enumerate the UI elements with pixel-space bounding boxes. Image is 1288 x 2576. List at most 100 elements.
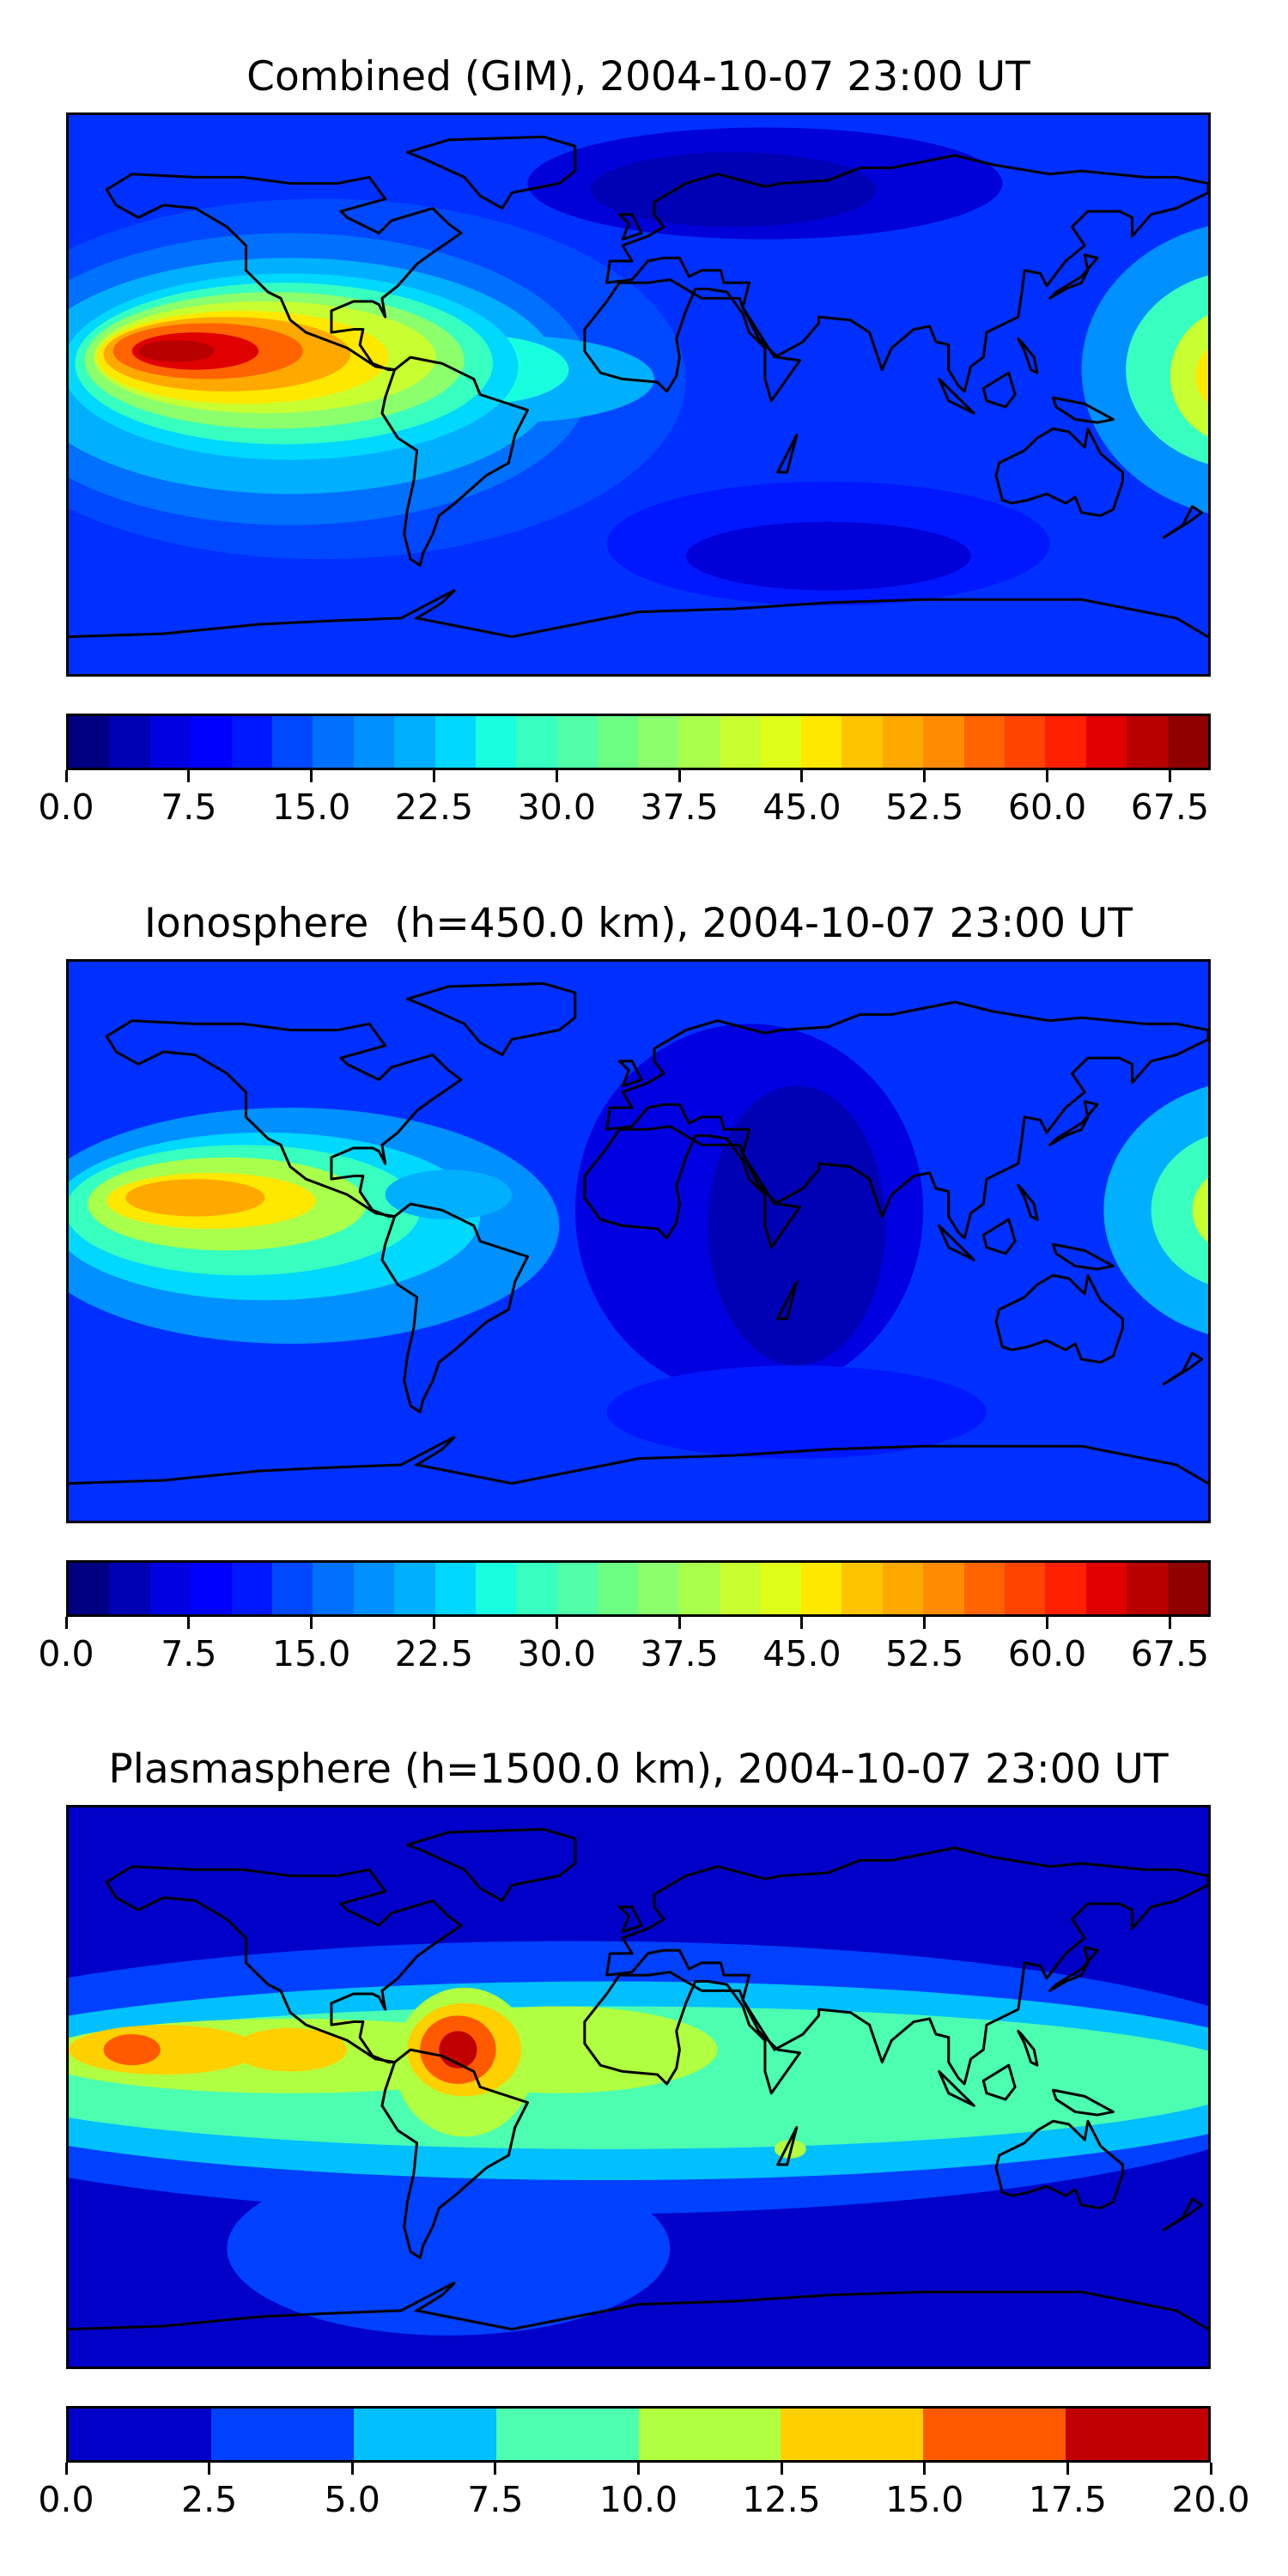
coastline-australia — [996, 1275, 1122, 1362]
colorbar-segment — [69, 1563, 110, 1614]
ionosphere-tec-map — [66, 959, 1211, 1523]
colorbar-tick-label: 52.5 — [885, 787, 964, 828]
colorbar-segment — [1167, 716, 1208, 768]
coastline-new-guinea — [1053, 2090, 1113, 2115]
colorbar-segment — [434, 1563, 476, 1614]
colorbar-segment — [760, 716, 802, 768]
coastline-philippines — [1018, 338, 1037, 373]
colorbar-tick-label: 15.0 — [885, 2479, 964, 2520]
contour-region — [233, 2027, 348, 2072]
contour-region — [1170, 314, 1208, 437]
colorbar-segment — [516, 1563, 557, 1614]
colorbar-tick-label: 15.0 — [271, 787, 351, 828]
colorbar-tick — [677, 1617, 681, 1629]
coastline-antarctica — [69, 590, 1208, 636]
coastline-great-britain — [619, 215, 641, 240]
colorbar-segment — [841, 1563, 883, 1614]
colorbar-segment — [353, 716, 395, 768]
contour-region — [227, 2161, 671, 2336]
colorbar-tick-label: 30.0 — [517, 787, 596, 828]
coastline-japan — [1050, 1947, 1097, 1991]
map-svg — [69, 115, 1208, 674]
coastline-antarctica — [69, 1437, 1208, 1483]
coastline-borneo — [983, 1219, 1015, 1254]
coastline-australia — [996, 2121, 1122, 2208]
coastline-australia — [996, 428, 1122, 515]
colorbar-tick-label: 52.5 — [885, 1633, 964, 1674]
colorbar-tick-label: 37.5 — [640, 787, 719, 828]
coastline-africa — [585, 1127, 800, 1248]
colorbar-segment — [475, 716, 517, 768]
colorbar-tick-label: 37.5 — [640, 1633, 719, 1674]
coastline-africa — [585, 280, 800, 401]
colorbar-segment — [1045, 716, 1086, 768]
contour-region — [1195, 348, 1208, 404]
colorbar-segment — [963, 1563, 1005, 1614]
coastline-north-america — [106, 1867, 461, 2063]
combined-panel: Combined (GIM), 2004-10-07 23:00 UT 0.0 7… — [0, 0, 1288, 846]
colorbar-segment — [801, 1563, 842, 1614]
coastline-great-britain — [619, 1061, 641, 1086]
colorbar-segment — [495, 2409, 639, 2460]
coastline-south-america — [382, 1204, 528, 1412]
coastline-madagascar — [778, 2128, 797, 2165]
coastline-new-zealand — [1163, 1353, 1201, 1384]
chart-title: Ionosphere (h=450.0 km), 2004-10-07 23:0… — [143, 900, 1133, 947]
colorbar-segment — [353, 2409, 496, 2460]
colorbar-segment — [231, 1563, 272, 1614]
contour-region — [125, 1179, 265, 1217]
coastline-eurasia — [607, 155, 1208, 392]
coastline-north-america — [106, 1021, 461, 1217]
contour-region — [1192, 1177, 1208, 1243]
colorbar-tick-label: 67.5 — [1130, 787, 1210, 828]
colorbar-segment — [1004, 716, 1046, 768]
colorbar-tick — [208, 2463, 211, 2475]
colorbar-segment — [149, 1563, 191, 1614]
colorbar-tick-label: 20.0 — [1171, 2479, 1250, 2520]
colorbar-tick — [780, 2463, 783, 2475]
colorbar-tick-label: 22.5 — [394, 1633, 474, 1674]
contour-region — [685, 521, 971, 591]
colorbar-segment — [760, 1563, 802, 1614]
coastline-africa — [585, 1972, 800, 2093]
colorbar-tick-label: 45.0 — [762, 1633, 841, 1674]
colorbar-segment — [394, 716, 435, 768]
colorbar-tick — [64, 1617, 68, 1629]
colorbar — [66, 714, 1211, 770]
colorbar-tick-label: 17.5 — [1028, 2479, 1108, 2520]
coastline-madagascar — [778, 1282, 797, 1319]
colorbar-segment — [1004, 1563, 1046, 1614]
colorbar-segment — [231, 716, 272, 768]
contour-region — [138, 340, 215, 362]
coastline-north-america — [106, 174, 461, 370]
coastline-sumatra — [939, 2071, 975, 2105]
colorbar-segment — [434, 716, 476, 768]
coastline-antarctica — [69, 2282, 1208, 2329]
colorbar-tick-label: 22.5 — [394, 787, 474, 828]
colorbar-tick — [310, 1617, 313, 1629]
colorbar-segment — [1127, 716, 1168, 768]
colorbar-tick — [310, 770, 313, 782]
colorbar-segment — [271, 1563, 313, 1614]
contour-region — [606, 1365, 987, 1459]
colorbar-segment — [516, 716, 557, 768]
colorbar-tick-label: 0.0 — [38, 1633, 94, 1674]
colorbar-tick — [64, 770, 68, 782]
colorbar-tick — [350, 2463, 354, 2475]
colorbar-segment — [1085, 1563, 1127, 1614]
colorbar-segment — [353, 1563, 395, 1614]
contour-region — [1151, 1136, 1208, 1285]
colorbar-tick — [800, 1617, 804, 1629]
coastline-sumatra — [939, 1225, 975, 1260]
coastline-new-guinea — [1053, 398, 1113, 422]
coastline-sumatra — [939, 379, 975, 413]
colorbar-segment — [923, 1563, 964, 1614]
colorbar — [66, 2406, 1211, 2463]
contour-region — [103, 2034, 161, 2066]
colorbar-tick — [432, 1617, 435, 1629]
contour-region — [385, 1170, 513, 1220]
colorbar-tick-label: 45.0 — [762, 787, 841, 828]
colorbar-segment — [271, 716, 313, 768]
colorbar-tick-label: 5.0 — [324, 2479, 380, 2520]
colorbar-ticks: 0.0 2.5 5.0 7.5 10.0 12.5 15.0 17.5 20.0 — [38, 2463, 1250, 2531]
